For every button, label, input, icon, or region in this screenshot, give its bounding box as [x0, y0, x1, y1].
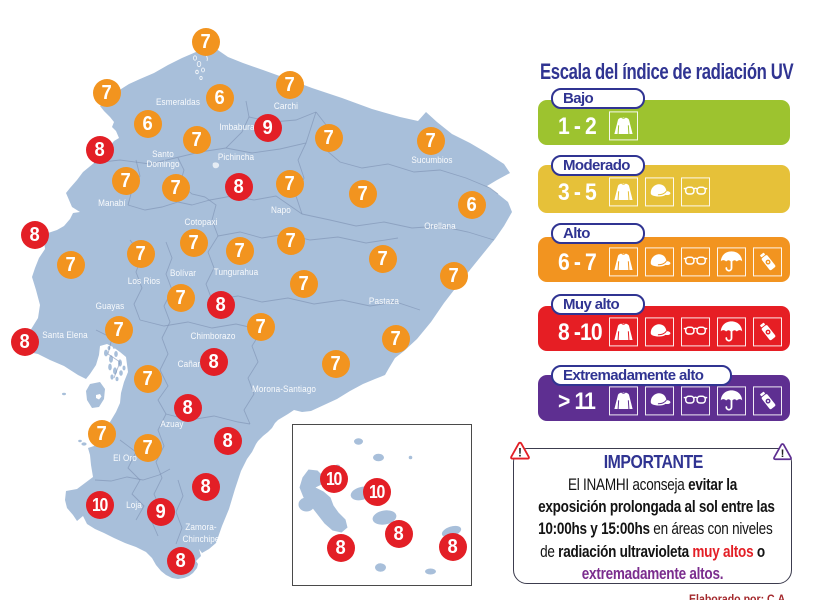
- svg-text:!: !: [518, 445, 522, 459]
- svg-text:!: !: [781, 448, 785, 460]
